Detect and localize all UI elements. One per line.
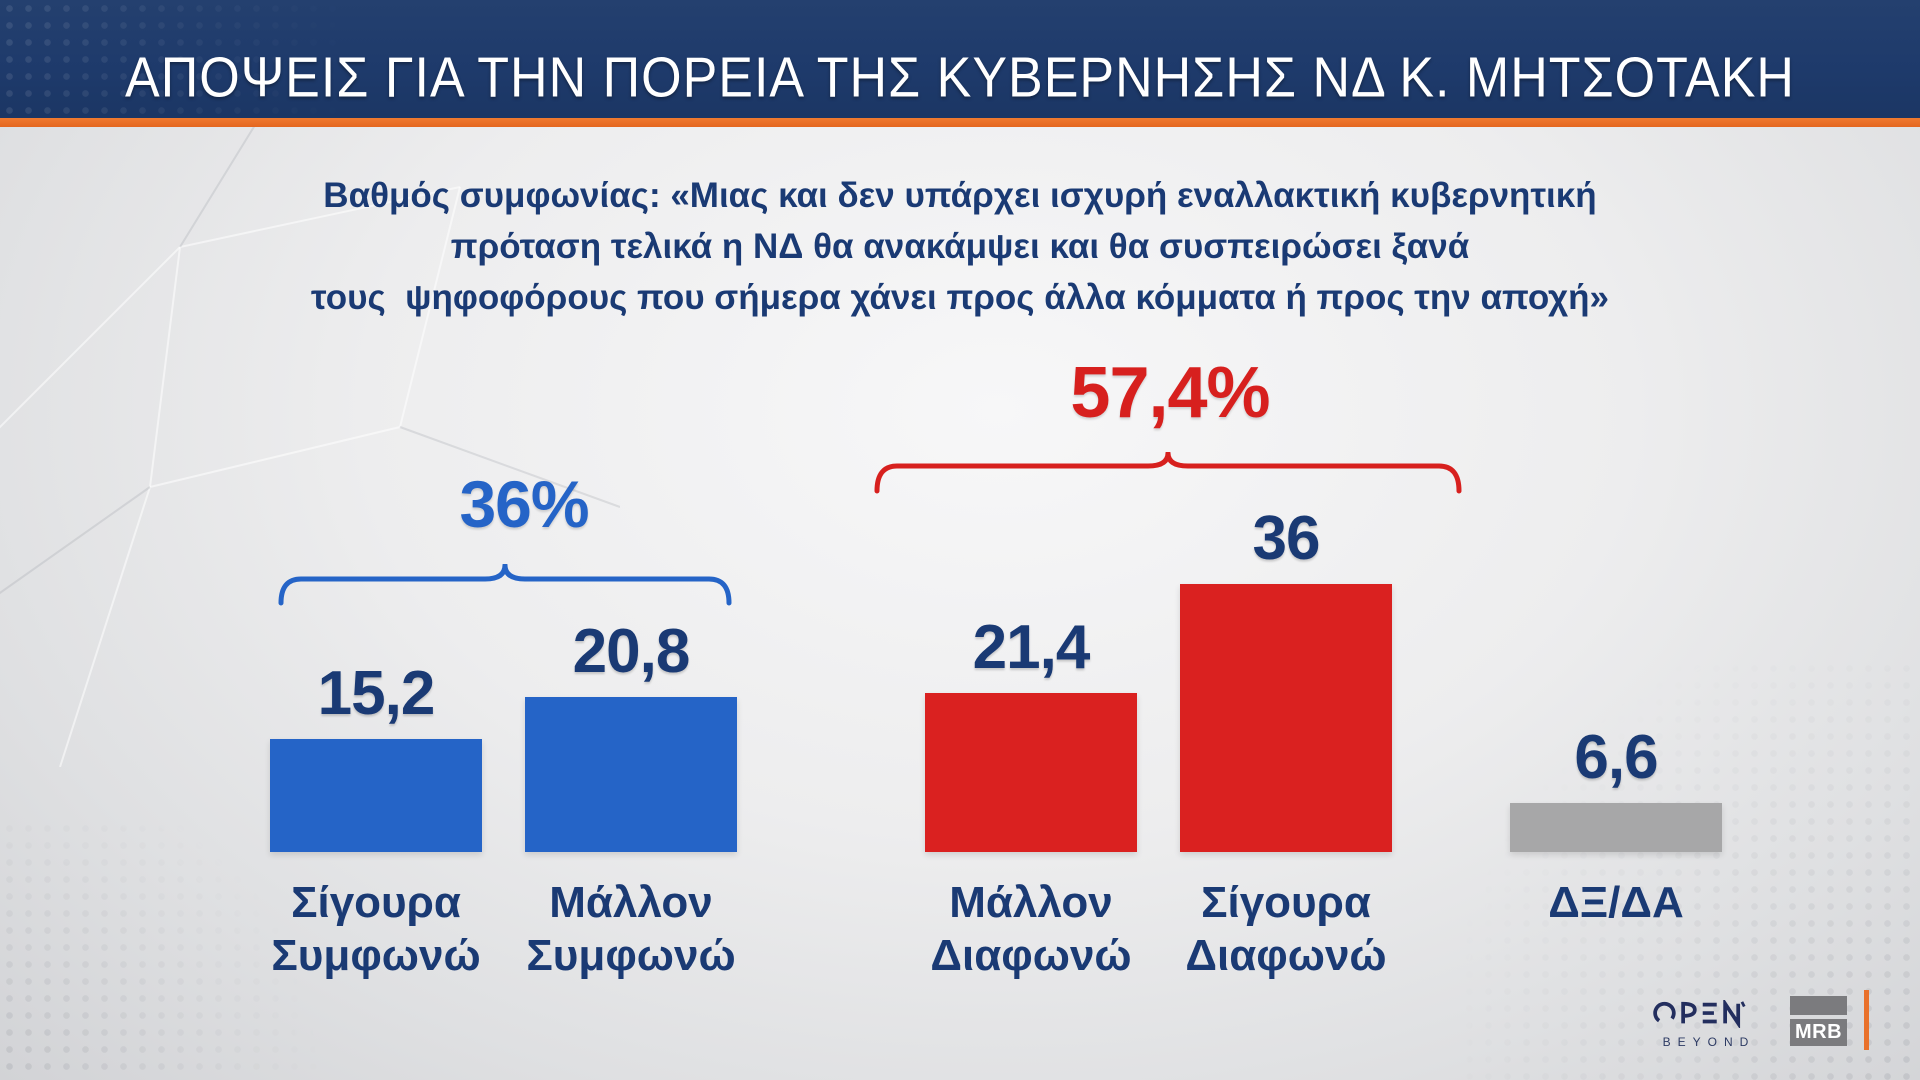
- corner-dot-pattern-bottom-left: [0, 820, 340, 1080]
- bar-mallon-diafono: [925, 693, 1137, 852]
- question-line-3: τους ψηφοφόρους που σήμερα χάνει προς άλ…: [311, 278, 1609, 317]
- category-label-sigoura-diafono: Σίγουρα Διαφωνώ: [1185, 878, 1387, 980]
- open-logo-icon: [1652, 997, 1746, 1030]
- mrb-logo-text: MRB: [1790, 1019, 1847, 1046]
- agree-group-bracket: [278, 564, 732, 606]
- value-label-sigoura-diafono: 36: [1252, 504, 1321, 573]
- category-label-dxda: ΔΞ/ΔΑ: [1548, 878, 1684, 927]
- question-line-2: πρόταση τελικά η ΝΔ θα ανακάμψει και θα …: [450, 227, 1470, 266]
- mrb-logo: MRB: [1790, 996, 1847, 1046]
- value-label-mallon-symfono: 20,8: [572, 617, 691, 686]
- orange-divider: [0, 118, 1920, 127]
- bar-sigoura-diafono: [1180, 584, 1392, 852]
- category-label-mallon-symfono: Μάλλον Συμφωνώ: [526, 878, 736, 980]
- disagree-total-label: 57,4%: [1070, 353, 1270, 433]
- bar-dxda: [1510, 803, 1722, 852]
- open-logo-beyond-text: BEYOND: [1662, 1035, 1756, 1049]
- orange-tick: [1864, 990, 1869, 1050]
- header-dot-pattern: [0, 0, 420, 118]
- value-label-sigoura-symfono: 15,2: [317, 659, 436, 728]
- page-title: ΑΠΟΨΕΙΣ ΓΙΑ ΤΗΝ ΠΟΡΕΙΑ ΤΗΣ ΚΥΒΕΡΝΗΣΗΣ ΝΔ…: [125, 46, 1795, 110]
- question-text: Βαθμός συμφωνίας: «Μιας και δεν υπάρχει …: [0, 170, 1920, 323]
- value-label-mallon-diafono: 21,4: [972, 613, 1091, 682]
- bar-sigoura-symfono: [270, 739, 482, 852]
- question-line-1: Βαθμός συμφωνίας: «Μιας και δεν υπάρχει …: [323, 176, 1597, 215]
- title-bar: ΑΠΟΨΕΙΣ ΓΙΑ ΤΗΝ ΠΟΡΕΙΑ ΤΗΣ ΚΥΒΕΡΝΗΣΗΣ ΝΔ…: [0, 0, 1920, 118]
- value-label-dxda: 6,6: [1574, 723, 1658, 792]
- agree-total-label: 36%: [459, 467, 589, 541]
- bar-mallon-symfono: [525, 697, 737, 852]
- mrb-logo-bar: [1790, 996, 1847, 1015]
- disagree-group-bracket: [874, 452, 1462, 494]
- category-label-mallon-diafono: Μάλλον Διαφωνώ: [930, 878, 1132, 980]
- category-label-sigoura-symfono: Σίγουρα Συμφωνώ: [271, 878, 481, 980]
- open-logo: BEYOND: [1648, 997, 1763, 1049]
